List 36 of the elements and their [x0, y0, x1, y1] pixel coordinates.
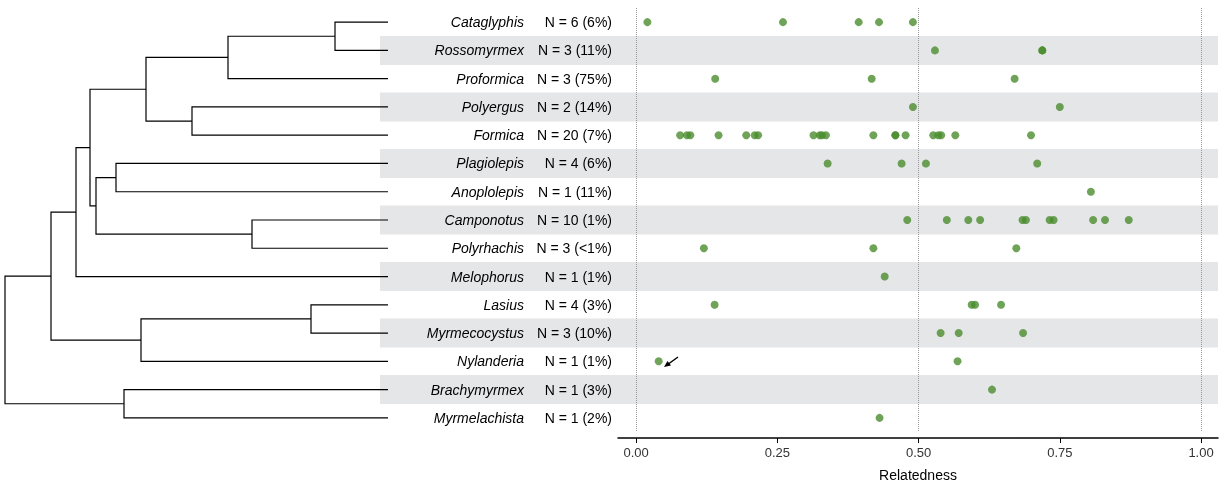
- y2-tick-label: N = 4 (6%): [544, 155, 612, 172]
- y2-tick-label: N = 4 (3%): [544, 296, 612, 313]
- y2-tick-label: N = 1 (1%): [544, 268, 612, 285]
- y-tick-label: Polyrhachis: [451, 240, 524, 257]
- x-axis-title: Relatedness: [879, 467, 957, 483]
- y-tick-label: Nylanderia: [457, 353, 525, 370]
- x-tick-label: 0.00: [623, 445, 649, 460]
- y-tick-label: Cataglyphis: [450, 14, 524, 31]
- y2-tick-label: N = 3 (11%): [537, 42, 612, 59]
- x-tick-label: 0.25: [764, 445, 790, 460]
- x-tick-label: 0.50: [905, 445, 932, 460]
- y-tick-label: Polyergus: [461, 98, 524, 115]
- x-tick-label: 0.75: [1047, 445, 1073, 460]
- y2-tick-label: N = 1 (1%): [544, 353, 612, 370]
- y-tick-label: Proformica: [456, 70, 525, 87]
- y2-tick-label: N = 1 (11%): [537, 183, 612, 200]
- y2-tick-label: N = 1 (3%): [544, 381, 612, 398]
- y2-tick-label: N = 3 (<1%): [536, 240, 612, 257]
- y2-tick-label: N = 1 (2%): [544, 409, 612, 426]
- y2-tick-label: N = 6 (6%): [544, 14, 612, 31]
- y-tick-label: Lasius: [483, 296, 524, 313]
- y-tick-label: Formica: [473, 127, 525, 144]
- y2-tick-label: N = 3 (10%): [536, 325, 612, 342]
- y-tick-label: Plagiolepis: [456, 155, 524, 172]
- y-tick-label: Anoplolepis: [450, 183, 524, 200]
- y-tick-label: Rossomyrmex: [434, 42, 525, 59]
- y2-tick-label: N = 10 (1%): [536, 212, 612, 228]
- y-tick-label: Myrmecocystus: [426, 325, 524, 342]
- y-tick-label: Myrmelachista: [433, 409, 525, 426]
- y2-tick-label: N = 2 (14%): [536, 98, 612, 115]
- y-tick-label: Melophorus: [450, 268, 524, 285]
- y-tick-label: Brachymyrmex: [430, 381, 525, 398]
- x-tick-label: 1.00: [1188, 445, 1214, 460]
- y-tick-label: Camponotus: [444, 212, 524, 228]
- y2-tick-label: N = 20 (7%): [536, 127, 612, 144]
- y2-tick-label: N = 3 (75%): [536, 70, 612, 87]
